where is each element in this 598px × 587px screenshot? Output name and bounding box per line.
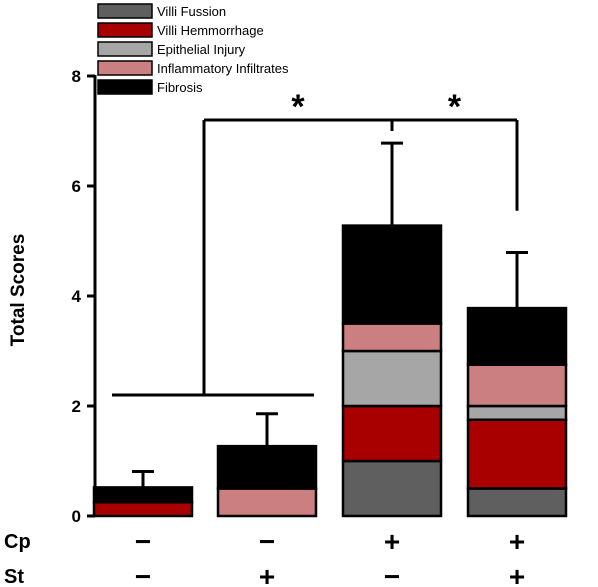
y-tick-label: 2: [72, 397, 81, 416]
legend-swatch: [97, 41, 153, 57]
bar-segment: [341, 459, 443, 518]
condition-sign: −: [384, 561, 400, 587]
legend-label: Epithelial Injury: [157, 42, 246, 57]
bar-segment: [466, 306, 568, 367]
condition-sign: −: [135, 526, 151, 557]
bar-segment: [216, 487, 318, 518]
bar-segment: [92, 486, 194, 504]
significance-brackets: * *: [112, 88, 519, 397]
bar-segment: [216, 444, 318, 490]
y-tick-label: 0: [72, 507, 81, 526]
condition-sign: +: [259, 561, 275, 587]
legend-swatch: [97, 60, 153, 76]
bar-segment: [341, 322, 443, 353]
legend-swatch: [97, 3, 153, 19]
condition-sign: −: [135, 561, 151, 587]
y-tick-label: 6: [72, 177, 81, 196]
legend-label: Villi Fussion: [157, 4, 226, 19]
bar-segment: [341, 404, 443, 463]
y-axis: Total Scores 0 2 4 6 8: [8, 67, 97, 526]
bar-segment: [341, 349, 443, 408]
condition-sign: +: [509, 526, 525, 557]
legend-label: Inflammatory Infiltrates: [157, 61, 289, 76]
bar-segment: [466, 404, 568, 421]
condition-row-label: Cp: [4, 531, 31, 553]
condition-sign: −: [259, 526, 275, 557]
y-tick-label: 4: [72, 287, 82, 306]
condition-row-label: St: [4, 566, 24, 587]
bar-segment: [341, 224, 443, 325]
legend-label: Villi Hemmorrhage: [157, 23, 264, 38]
bar-segment: [466, 418, 568, 490]
legend: Villi Fussion Villi Hemmorrhage Epithelial…: [97, 3, 289, 95]
bars: [92, 224, 568, 518]
significance-star: *: [291, 88, 305, 126]
legend-swatch: [97, 79, 153, 95]
error-bars: [132, 141, 528, 488]
legend-label: Fibrosis: [157, 80, 203, 95]
bar-segment: [466, 363, 568, 408]
y-axis-title: Total Scores: [8, 234, 29, 347]
condition-labels: Cp − − + + St − + − +: [4, 526, 525, 587]
condition-sign: +: [509, 561, 525, 587]
condition-sign: +: [384, 526, 400, 557]
significance-star: *: [448, 88, 462, 126]
y-tick-label: 8: [72, 67, 81, 86]
legend-swatch: [97, 22, 153, 38]
bar-segment: [466, 487, 568, 518]
bar-segment: [92, 501, 194, 518]
